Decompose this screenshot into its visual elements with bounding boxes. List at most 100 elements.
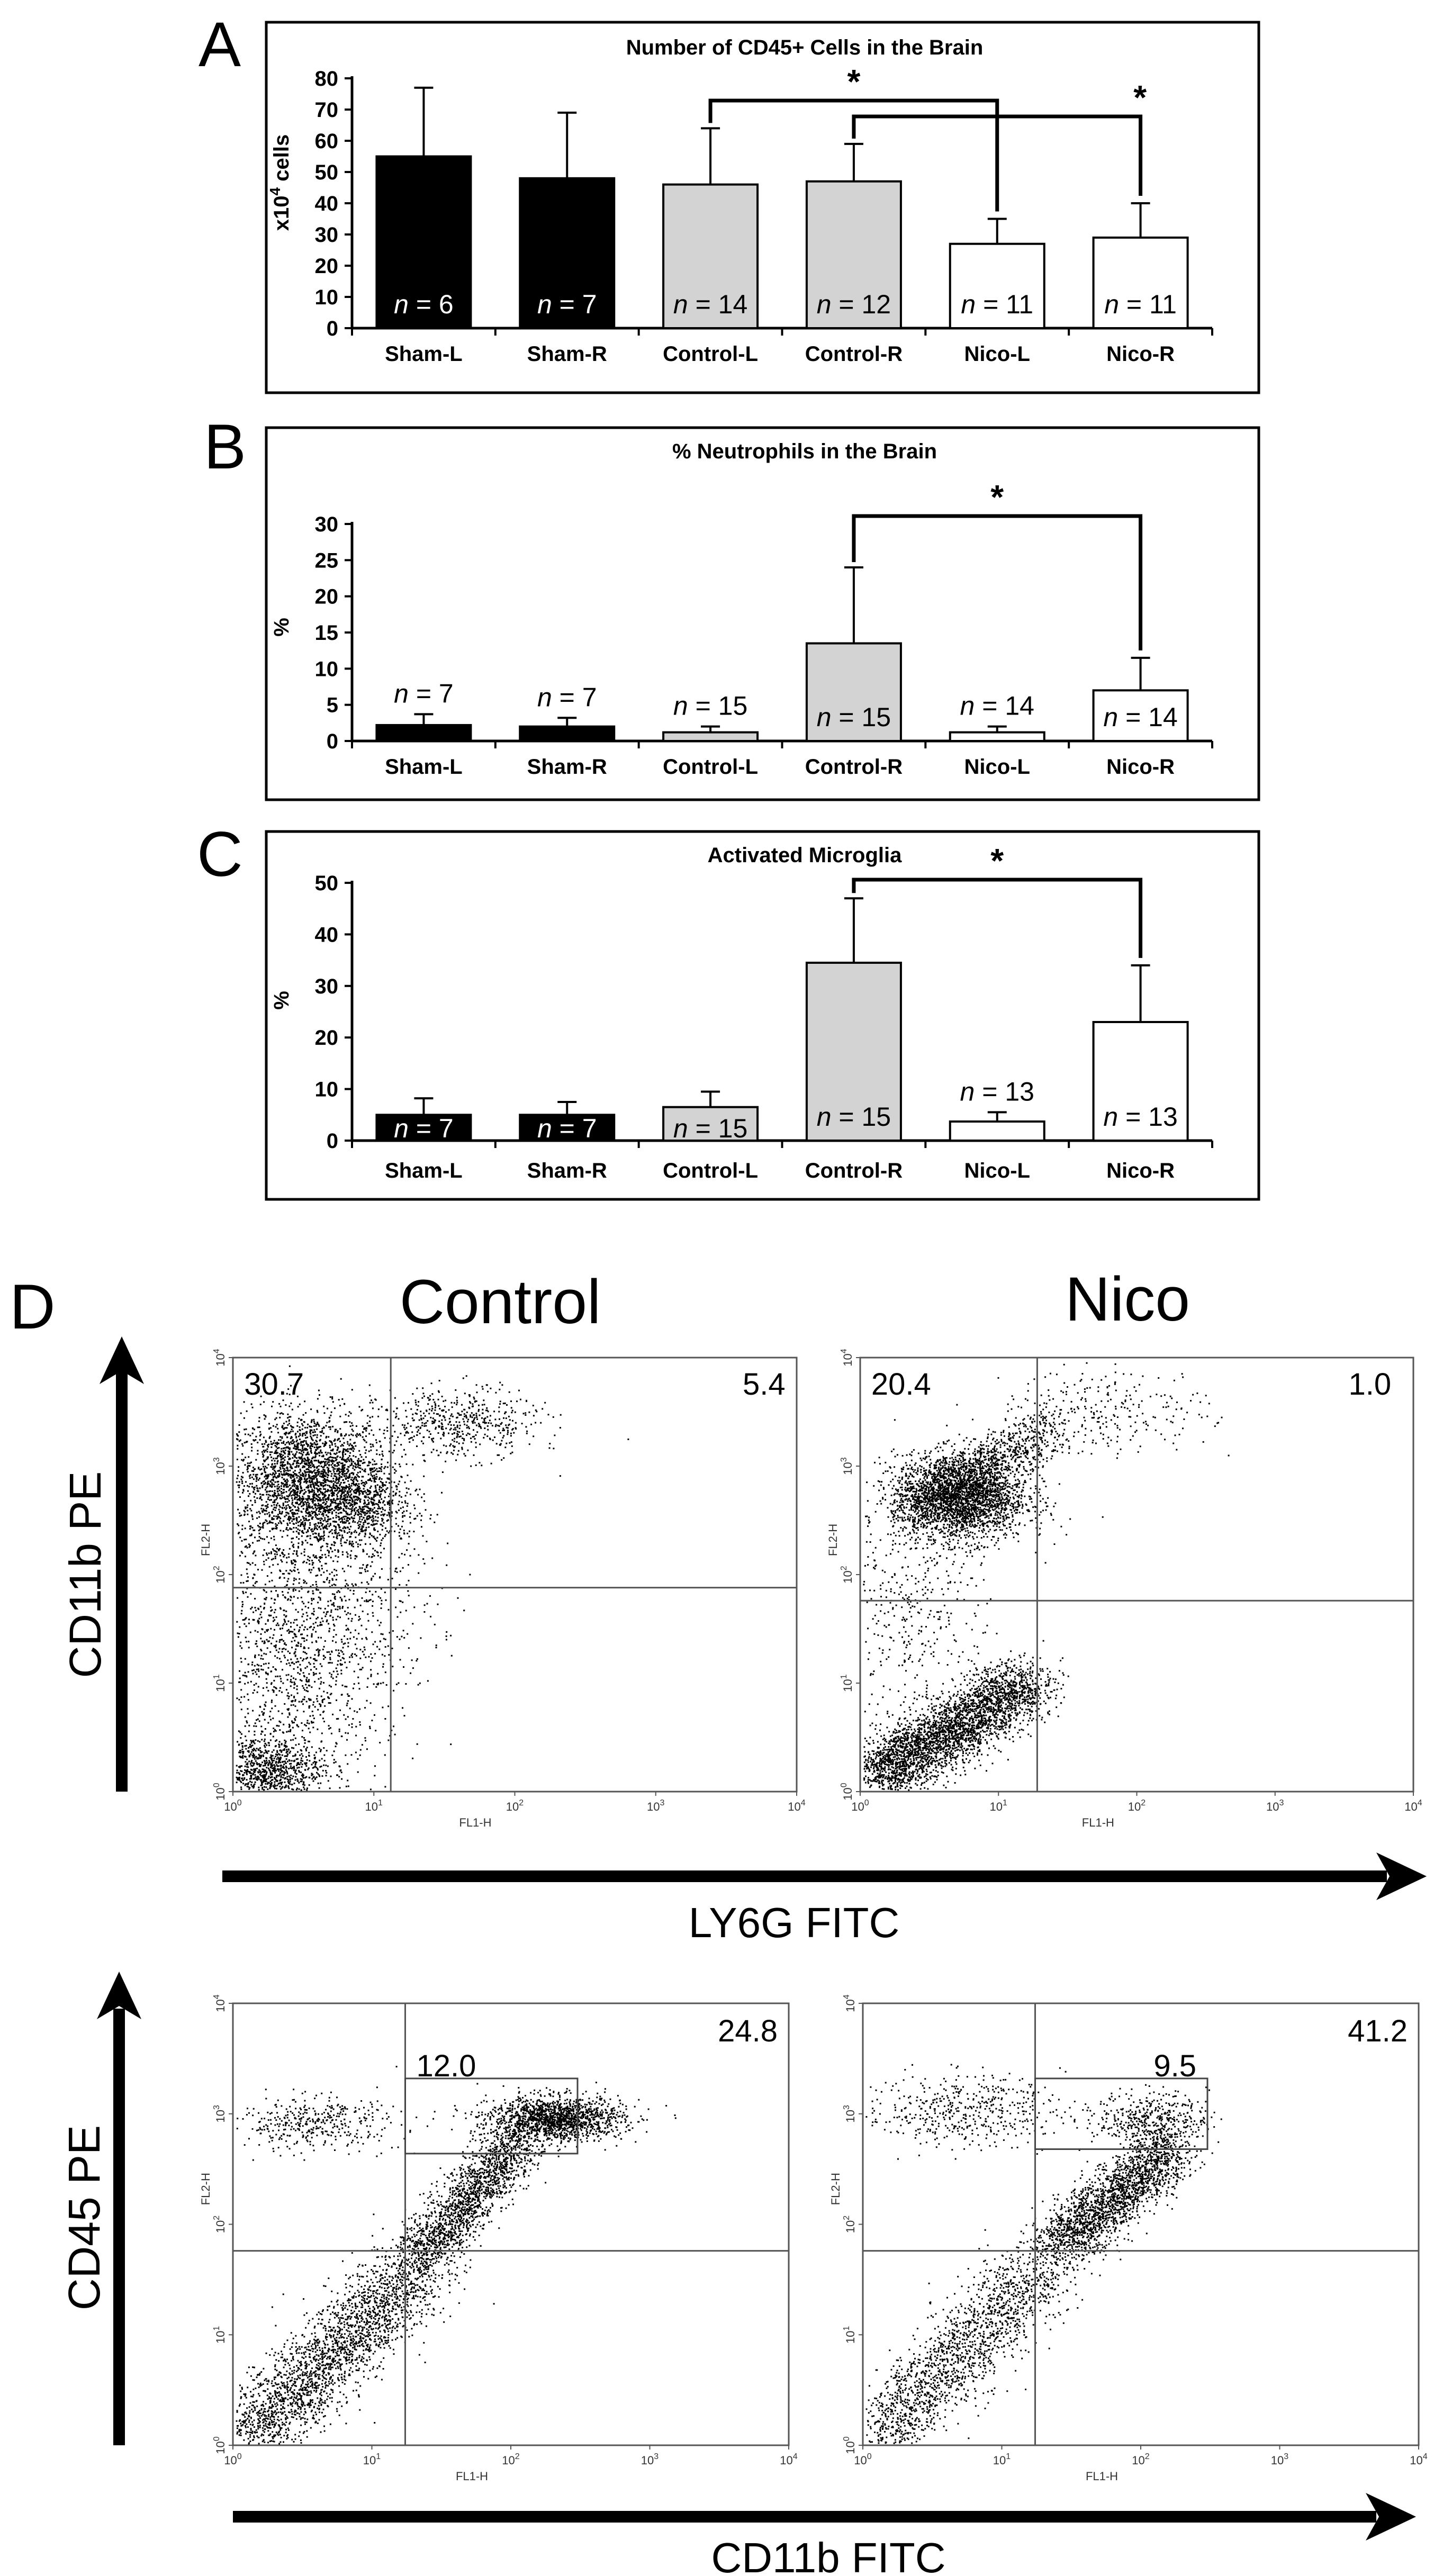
row1-y-axis-title: CD11b PE (60, 1471, 110, 1678)
log-base: 10 (841, 1462, 854, 1475)
x-log-tick-label: 102 (1128, 1798, 1146, 1813)
y-tick-label: 70 (315, 98, 339, 122)
y-axis-label-suffix: cells (270, 134, 293, 187)
log-base: 10 (844, 2220, 857, 2233)
significance-star: * (1133, 78, 1147, 116)
n-label-symbol: n (537, 1114, 552, 1143)
log-base: 10 (502, 2454, 515, 2467)
n-label-symbol: n (1103, 1102, 1118, 1132)
y-axis-label-sup: 4 (267, 187, 283, 195)
n-label-value: = 11 (1119, 290, 1177, 319)
n-label-value: = 15 (688, 1114, 748, 1143)
y-log-tick-label: 103 (212, 1457, 227, 1475)
log-exponent: 0 (212, 1783, 221, 1787)
log-base: 10 (1128, 1800, 1141, 1813)
log-exponent: 0 (840, 1783, 849, 1787)
y-channel-label: FL2-H (829, 2173, 842, 2205)
row2-x-axis-title: CD11b FITC (711, 2534, 945, 2576)
log-exponent: 3 (660, 1798, 665, 1807)
event-dots (236, 1365, 629, 1791)
log-base: 10 (1410, 2454, 1422, 2467)
bar-nico-r (1092, 689, 1189, 743)
n-label-symbol: n (960, 1077, 975, 1106)
category-label: Sham-L (385, 342, 463, 366)
y-channel-label: FL2-H (199, 2173, 212, 2205)
n-label-symbol: n (1104, 290, 1119, 319)
category-label: Sham-L (385, 1159, 463, 1182)
n-label: n = 7 (394, 1114, 454, 1143)
log-base: 10 (844, 2330, 857, 2343)
n-label-value: = 13 (975, 1077, 1034, 1106)
y-log-tick-label: 103 (840, 1457, 854, 1475)
plot-frame (862, 2002, 1420, 2446)
log-base: 10 (854, 2454, 867, 2467)
significance-star: * (990, 478, 1004, 516)
y-tick-label: 30 (315, 513, 339, 536)
n-label-symbol: n (960, 691, 975, 721)
bar-nico-l (949, 731, 1045, 742)
gate-box-value: 9.5 (1153, 2049, 1196, 2083)
significance-star: * (990, 842, 1004, 880)
log-base: 10 (841, 1570, 854, 1583)
log-exponent: 3 (654, 2452, 659, 2461)
log-exponent: 2 (212, 2216, 221, 2220)
significance-bracket (852, 514, 1143, 650)
x-channel-label: FL1-H (456, 2470, 488, 2483)
bar-sham-r (519, 1114, 616, 1142)
y-log-tick-label: 104 (840, 1349, 854, 1366)
log-exponent: 1 (212, 1674, 221, 1679)
log-base: 10 (841, 1353, 854, 1366)
y-tick-label: 40 (315, 192, 339, 215)
n-label: n = 6 (394, 290, 454, 319)
y-tick-label: 10 (315, 657, 339, 681)
y-log-tick-label: 100 (212, 1783, 227, 1800)
category-label: Sham-R (527, 342, 607, 366)
log-exponent: 3 (1279, 1798, 1284, 1807)
bar-nico-r (1092, 236, 1189, 329)
log-exponent: 0 (212, 2436, 221, 2441)
log-base: 10 (506, 1800, 519, 1813)
n-label-value: = 15 (832, 702, 891, 732)
log-base: 10 (841, 1787, 854, 1800)
log-exponent: 3 (842, 2105, 851, 2110)
x-log-tick-label: 101 (993, 2452, 1011, 2467)
y-tick-label: 20 (315, 1026, 339, 1050)
row2-y-arrow (97, 1972, 141, 2445)
quadrant-ur-value: 5.4 (743, 1367, 786, 1402)
y-log-tick-label: 101 (212, 1674, 227, 1692)
bar-nico-l (949, 242, 1045, 330)
y-axis-label: % (270, 618, 293, 637)
y-log-tick-label: 104 (842, 1994, 857, 2012)
y-log-tick-label: 101 (840, 1674, 854, 1692)
category-label: Sham-L (385, 755, 463, 779)
row2-x-arrow (233, 2493, 1416, 2541)
n-label: n = 15 (673, 691, 747, 721)
n-label-symbol: n (537, 682, 552, 712)
n-label: n = 15 (817, 702, 891, 732)
n-label-value: = 13 (1118, 1102, 1178, 1132)
flow-plot-control-cd45: 24.812.0100100101101102102103103104104FL… (199, 1994, 798, 2483)
log-exponent: 4 (793, 2452, 798, 2461)
x-log-tick-label: 101 (990, 1798, 1007, 1813)
log-exponent: 2 (842, 2216, 851, 2220)
log-exponent: 1 (842, 2326, 851, 2330)
n-label: n = 14 (960, 691, 1034, 721)
log-exponent: 4 (801, 1798, 806, 1807)
n-label-symbol: n (817, 1102, 832, 1132)
x-log-tick-label: 104 (1410, 2452, 1427, 2467)
log-base: 10 (993, 2454, 1006, 2467)
panel-b-title: % Neutrophils in the Brain (672, 440, 937, 463)
panel-d-label: D (10, 1271, 56, 1342)
y-log-tick-label: 104 (212, 1994, 227, 2012)
log-base: 10 (788, 1800, 800, 1813)
y-log-tick-label: 100 (842, 2436, 857, 2454)
n-label: n = 7 (537, 1114, 597, 1143)
significance-bracket (852, 878, 1143, 958)
log-base: 10 (214, 1353, 227, 1366)
x-log-tick-label: 102 (1132, 2452, 1149, 2467)
bar-nico-l (949, 1120, 1045, 1142)
log-base: 10 (224, 2454, 237, 2467)
y-log-tick-label: 102 (212, 1566, 227, 1583)
log-base: 10 (1132, 2454, 1144, 2467)
panel-c-plot: 0 10 20 30 40 50% Sham-L n = 7 Sham-R n = 7 Contro… (270, 842, 1213, 1182)
